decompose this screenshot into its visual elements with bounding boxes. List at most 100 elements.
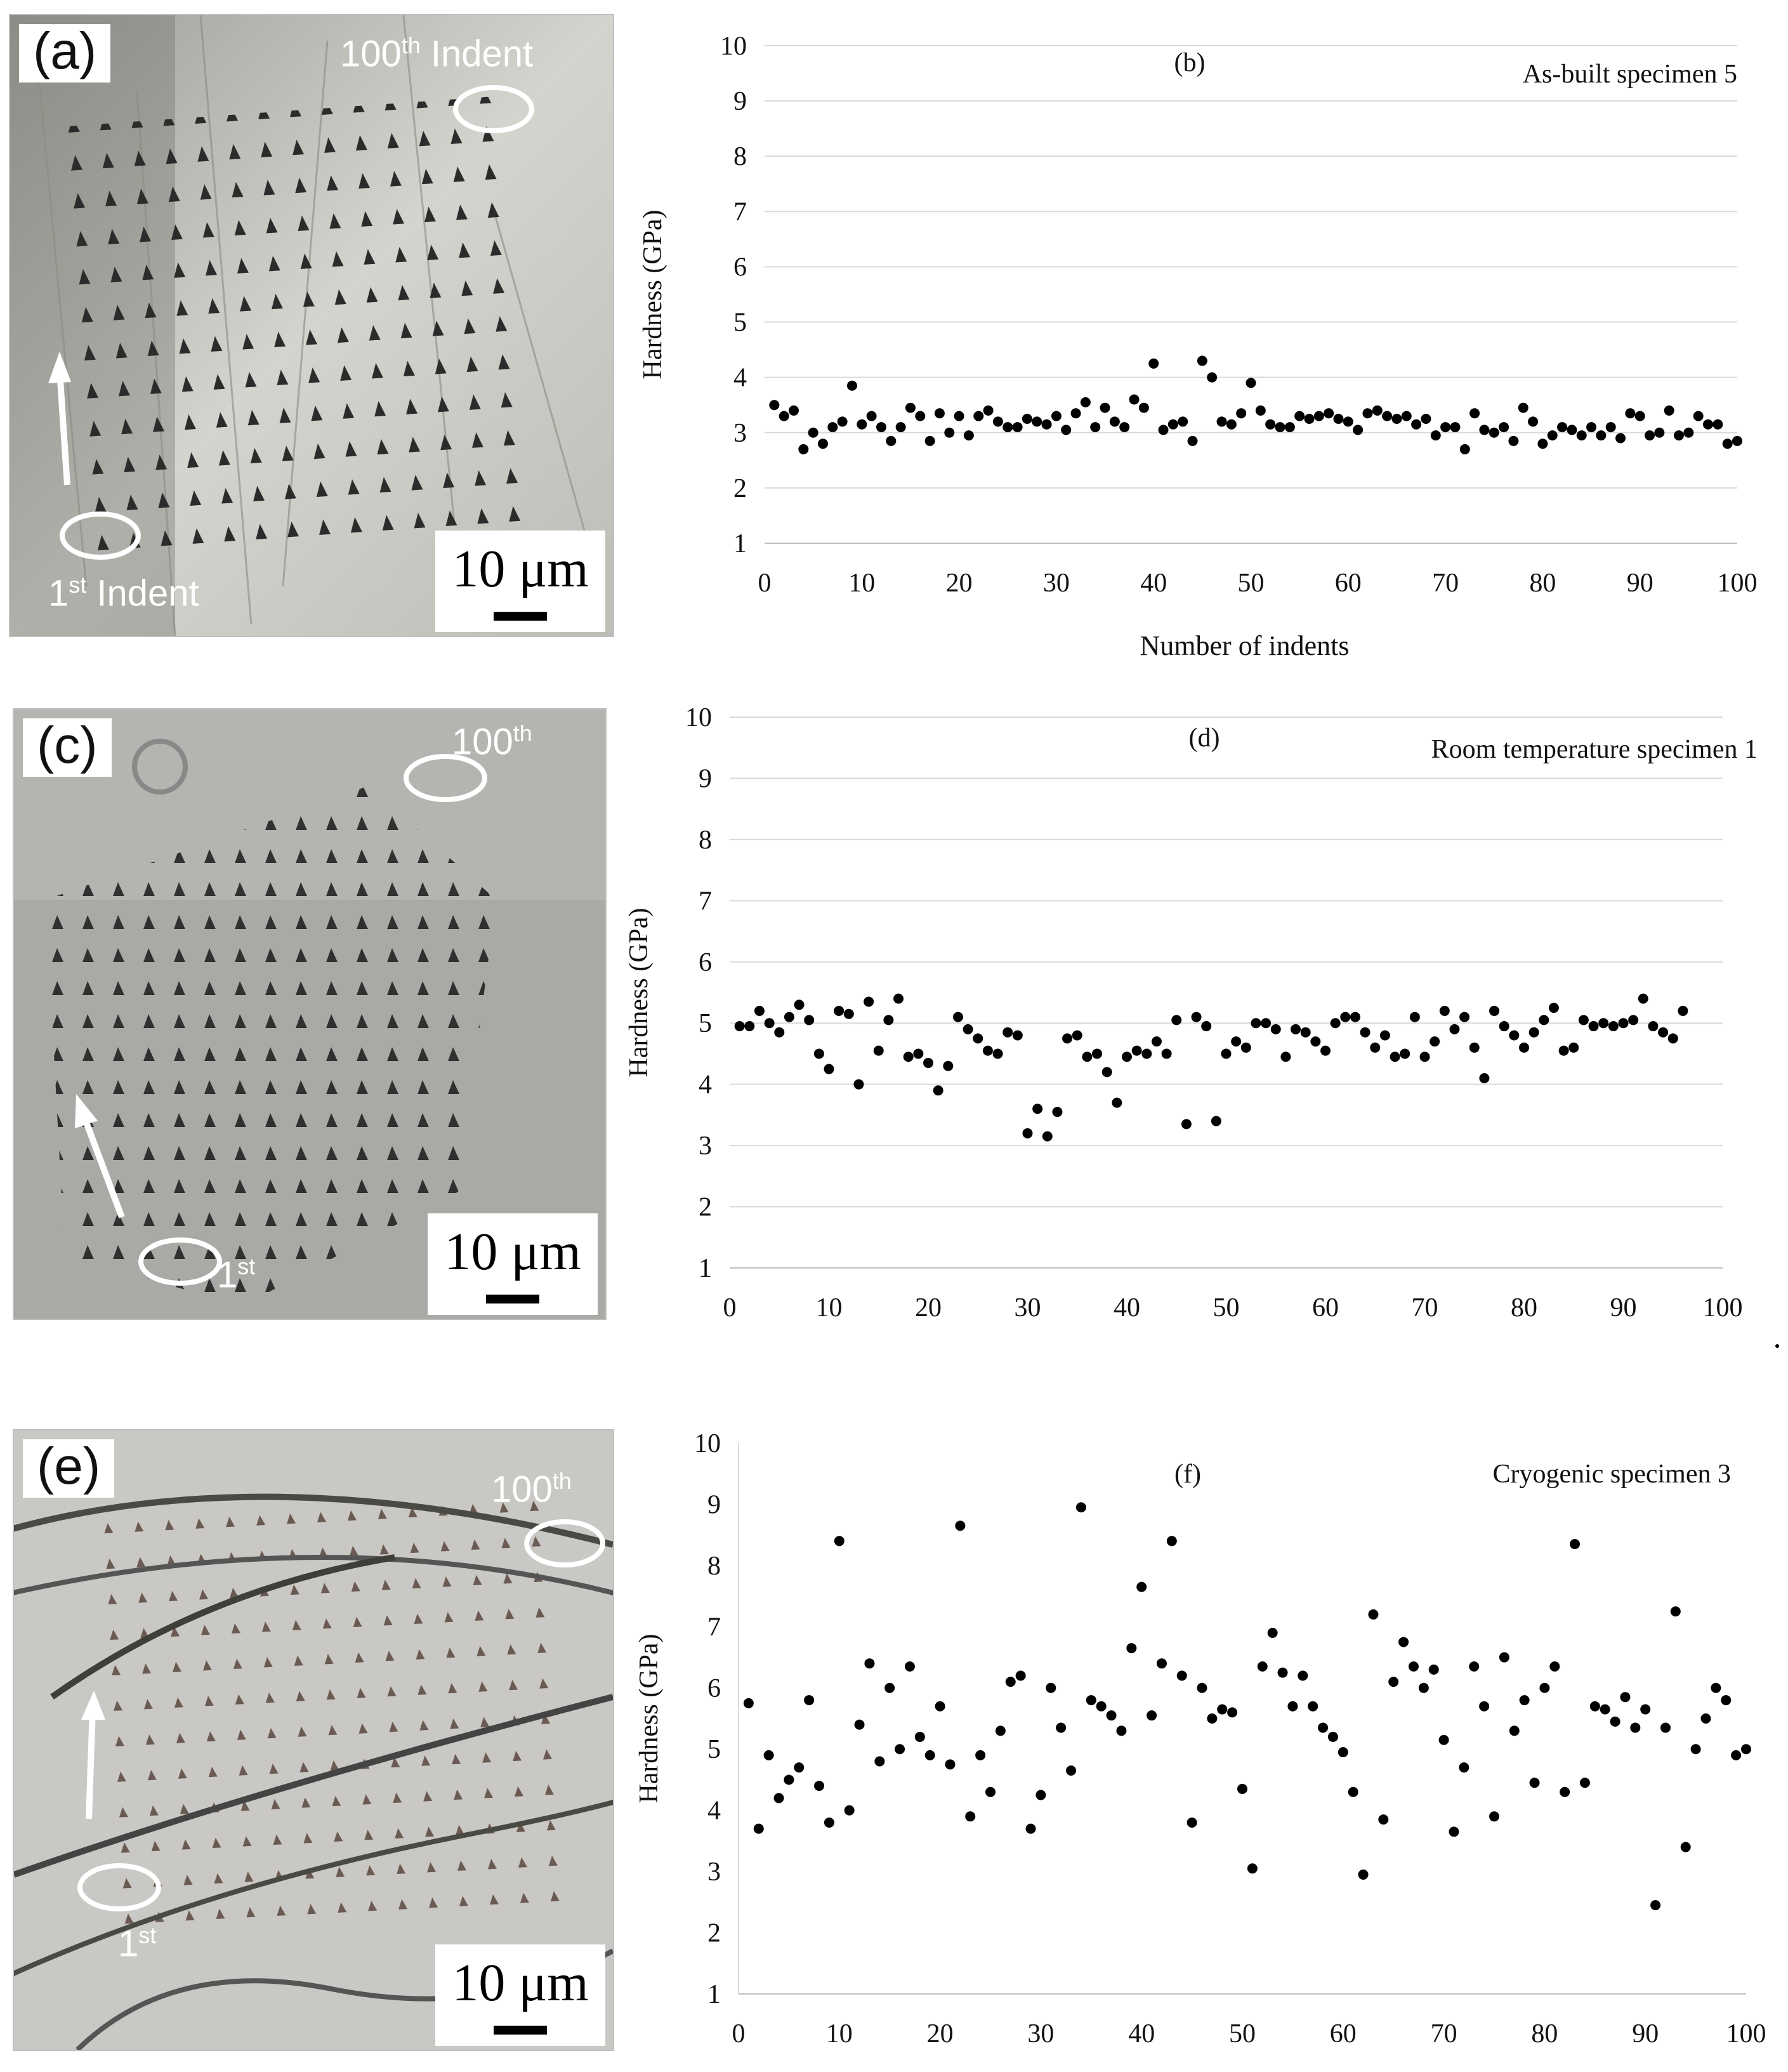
data-point xyxy=(794,1000,805,1010)
data-point xyxy=(935,1701,945,1712)
data-point xyxy=(1391,414,1402,424)
annotation-100th-e: 100th xyxy=(491,1468,572,1510)
x-tick-label: 40 xyxy=(1140,569,1167,598)
data-point xyxy=(915,411,926,421)
data-point xyxy=(1479,425,1490,435)
data-point xyxy=(1721,1695,1732,1706)
y-tick-label: 10 xyxy=(694,1429,721,1458)
data-point xyxy=(1277,1667,1288,1678)
y-tick-label: 5 xyxy=(699,1009,712,1038)
data-point xyxy=(982,1045,993,1056)
x-tick-label: 80 xyxy=(1529,569,1556,598)
x-tick-label: 40 xyxy=(1114,1293,1140,1323)
data-point xyxy=(743,1698,754,1708)
data-point xyxy=(1664,405,1674,416)
data-point xyxy=(866,411,877,421)
y-tick-label: 7 xyxy=(707,1613,721,1642)
data-point xyxy=(1070,408,1081,419)
data-point xyxy=(876,422,886,433)
data-point xyxy=(1092,1048,1103,1059)
data-point xyxy=(1469,1042,1480,1053)
data-point xyxy=(1618,1018,1629,1029)
data-point xyxy=(1002,422,1013,433)
data-point xyxy=(884,1682,895,1693)
data-point xyxy=(763,1750,774,1760)
data-point xyxy=(1479,1701,1490,1712)
x-tick-label: 100 xyxy=(1718,569,1758,598)
y-tick-label: 2 xyxy=(733,474,747,503)
annotation-100th-indent-a: 100th Indent xyxy=(340,32,534,75)
data-point xyxy=(1539,1682,1550,1693)
data-point xyxy=(1022,1128,1033,1138)
data-point xyxy=(934,408,945,419)
data-point xyxy=(1138,402,1149,413)
data-point xyxy=(857,419,867,430)
data-point xyxy=(1499,1021,1509,1032)
data-point xyxy=(1042,1131,1053,1142)
x-tick-label: 20 xyxy=(927,2019,954,2049)
y-tick-label: 9 xyxy=(707,1490,721,1519)
scale-bar-line xyxy=(494,2026,547,2035)
data-point xyxy=(1217,1704,1228,1715)
data-point xyxy=(1012,422,1023,433)
data-point xyxy=(1459,444,1470,454)
x-tick-label: 60 xyxy=(1335,569,1362,598)
data-point xyxy=(1051,411,1062,421)
data-point xyxy=(1176,1670,1187,1681)
scale-bar-c: 10 μm xyxy=(428,1213,598,1315)
chart-f: 1 2 3 4 5 6 7 8 9 10 0 10 20 30 40 50 60 70 80 90 100 Hardnes… xyxy=(634,1419,1770,2069)
data-point xyxy=(905,402,916,413)
data-point xyxy=(1528,416,1539,427)
data-point xyxy=(1158,425,1169,435)
data-point xyxy=(1528,1027,1539,1038)
x-tick-label: 30 xyxy=(1027,2019,1054,2049)
data-point xyxy=(1167,419,1178,430)
y-tick-label: 7 xyxy=(699,887,712,916)
data-point xyxy=(1191,1012,1202,1022)
y-tick-label: 9 xyxy=(733,87,747,116)
data-point xyxy=(1156,1658,1167,1669)
data-point xyxy=(955,1521,966,1531)
data-point xyxy=(1430,430,1441,441)
data-point xyxy=(1261,1018,1272,1029)
data-point xyxy=(764,1018,775,1029)
data-point xyxy=(817,439,828,449)
data-point xyxy=(952,1012,963,1022)
data-point xyxy=(1605,422,1616,433)
data-point xyxy=(808,427,818,438)
data-point xyxy=(794,1762,805,1773)
x-tick-label: 20 xyxy=(915,1293,942,1323)
annotation-1st-indent-a: 1st Indent xyxy=(48,572,199,614)
data-point xyxy=(873,1045,884,1056)
data-point xyxy=(1576,430,1587,441)
x-tick-label: 80 xyxy=(1531,2019,1558,2049)
data-point xyxy=(1539,1015,1549,1026)
data-point xyxy=(1586,422,1597,433)
micrograph-a: (a) 100th Indent 1st Indent 10 μm xyxy=(9,14,614,637)
data-point xyxy=(1489,1005,1500,1016)
y-tick-label: 3 xyxy=(707,1858,721,1887)
data-point xyxy=(864,1658,875,1669)
data-point xyxy=(1693,411,1704,421)
data-point xyxy=(1360,1027,1371,1038)
data-point xyxy=(1122,1052,1132,1062)
data-point xyxy=(1400,1048,1410,1059)
data-point xyxy=(1378,1814,1389,1825)
y-tick-label: 10 xyxy=(685,703,712,732)
x-tick-label: 10 xyxy=(848,569,875,598)
data-point xyxy=(965,1811,976,1822)
x-tick-label: 70 xyxy=(1431,2019,1457,2049)
x-tick-label: 100 xyxy=(1703,1293,1743,1323)
data-point xyxy=(992,1048,1003,1059)
data-point xyxy=(1161,1048,1172,1059)
data-point xyxy=(1300,1027,1311,1038)
data-point xyxy=(853,1079,864,1090)
data-point xyxy=(1147,1710,1157,1721)
y-tick-label: 1 xyxy=(707,1980,721,2009)
y-tick-label: 6 xyxy=(699,948,712,977)
data-point xyxy=(1012,1030,1023,1041)
y-tick-label: 6 xyxy=(707,1674,721,1703)
data-point xyxy=(1741,1744,1751,1755)
data-point xyxy=(1061,425,1072,435)
